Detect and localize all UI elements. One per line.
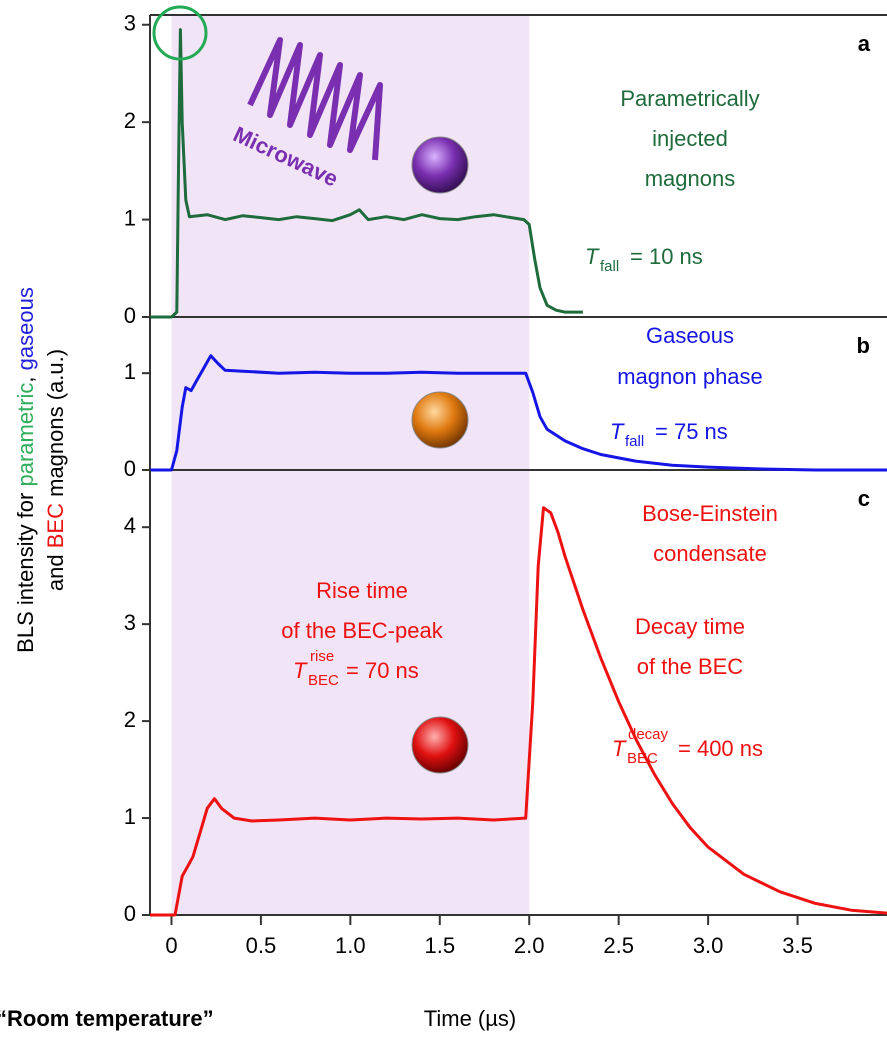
x-tick-label: 2.5 [603, 933, 634, 958]
y-tick-label: 2 [124, 108, 136, 133]
y-tick-label: 3 [124, 610, 136, 635]
peak-highlight [152, 5, 208, 61]
formula-text: = 10 ns [630, 244, 703, 269]
y-tick-label: 3 [124, 11, 136, 36]
annotation-line: of the BEC-peak [281, 618, 443, 643]
annotation-line: Bose-Einstein [642, 501, 778, 526]
microwave-spring [247, 37, 383, 161]
x-tick-label: 0.5 [246, 933, 277, 958]
y-label-part: BEC [43, 503, 68, 548]
x-tick-label: 3.0 [693, 933, 724, 958]
annotation-line: magnons [645, 166, 736, 191]
formula-sub: fall [600, 258, 619, 275]
formula-symbol: T [585, 244, 600, 269]
formula-text: = 75 ns [655, 419, 728, 444]
panel-label: b [857, 333, 870, 358]
formula-sub: fall [625, 433, 644, 450]
plot-area: 0 1 2 3 a 0 1 b 0 1 2 3 4 0 0.5 1.0 1.5 2.0 2.5 3.0 3.5 c [124, 11, 887, 958]
y-axis-label: and BEC magnons (a.u.) [43, 349, 68, 591]
x-tick-label: 0 [165, 933, 177, 958]
y-axis-label: BLS intensity for parametric, gaseous [13, 287, 38, 653]
y-tick-label: 1 [124, 359, 136, 384]
pump-span [171, 15, 530, 317]
formula-symbol: T [612, 736, 627, 761]
annotation-c: Rise time of the BEC-peak T BEC rise = 7… [281, 501, 778, 767]
panel-label: a [858, 31, 871, 56]
formula-text: = 70 ns [346, 658, 419, 683]
annotation-line: Rise time [316, 578, 408, 603]
foreground: 0 1 2 3 a 0 1 b 0 1 2 3 4 0 0.5 1.0 1.5 2.0 2.5 3.0 3.5 c [124, 11, 887, 958]
annotation-line: magnon phase [617, 364, 763, 389]
data-line [150, 506, 887, 917]
x-axis-label: Time (µs) [424, 1006, 517, 1031]
formula-sub: BEC [627, 750, 658, 767]
magnon-ball [411, 716, 469, 774]
annotation-line: injected [652, 126, 728, 151]
y-label-part: BLS intensity for [13, 487, 38, 653]
y-tick-label: 0 [124, 303, 136, 328]
formula-text: = 400 ns [678, 736, 763, 761]
data-line [150, 354, 887, 472]
data-line [150, 28, 583, 319]
magnon-ball [411, 391, 469, 449]
annotation-line: Parametrically [620, 86, 759, 111]
formula-sup: rise [310, 648, 334, 665]
y-label-part: , [13, 370, 38, 382]
annotation-line: Decay time [635, 614, 745, 639]
annotation-line: of the BEC [637, 654, 744, 679]
pump-span [171, 470, 530, 915]
backgrounds [171, 15, 530, 915]
magnon-ball [411, 136, 469, 194]
annotation-b: Gaseous magnon phase T fall = 75 ns [610, 323, 763, 450]
x-tick-label: 2.0 [514, 933, 545, 958]
y-tick-label: 4 [124, 513, 136, 538]
y-label-part: parametric [13, 383, 38, 487]
y-tick-label: 0 [124, 456, 136, 481]
x-tick-label: 1.5 [424, 933, 455, 958]
formula-sub: BEC [308, 672, 339, 689]
y-label-part: gaseous [13, 287, 38, 370]
y-label-part: magnons (a.u.) [43, 349, 68, 503]
y-tick-label: 1 [124, 804, 136, 829]
y-tick-label: 1 [124, 205, 136, 230]
pump-span [171, 317, 530, 470]
annotation-line: condensate [653, 541, 767, 566]
formula-sup: decay [628, 726, 669, 743]
x-tick-label: 1.0 [335, 933, 366, 958]
formula-symbol: T [610, 419, 625, 444]
annotation-a: Parametrically injected magnons T fall =… [585, 86, 760, 275]
annotation-line: Gaseous [646, 323, 734, 348]
formula-symbol: T [293, 658, 308, 683]
y-tick-label: 2 [124, 707, 136, 732]
panel-label: c [858, 486, 870, 511]
note: “Room temperature” [0, 1006, 214, 1031]
x-tick-label: 3.5 [782, 933, 813, 958]
y-label-part: and [43, 548, 68, 591]
y-tick-label: 0 [124, 901, 136, 926]
